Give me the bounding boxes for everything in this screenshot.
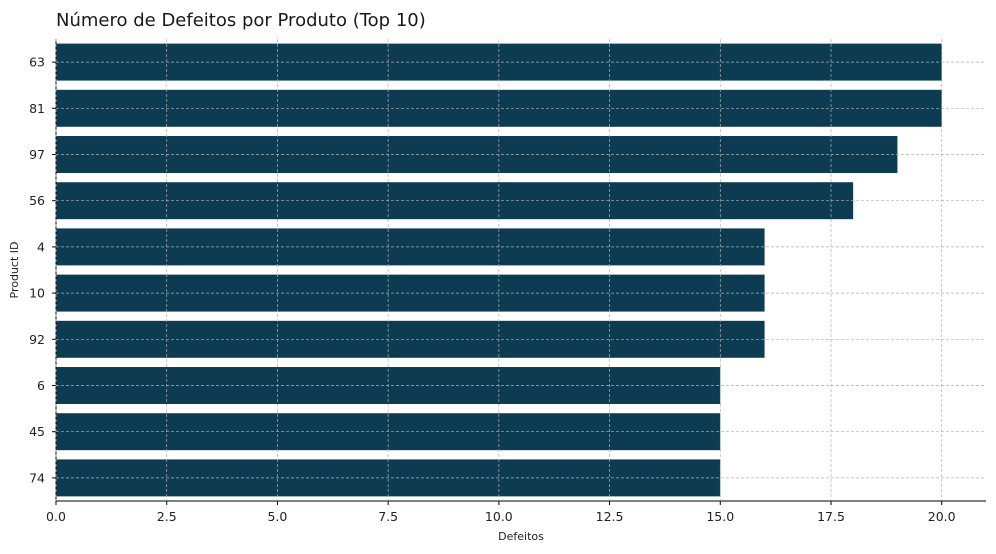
x-tick-label: 12.5	[596, 509, 624, 524]
y-tick-label: 74	[29, 470, 45, 485]
y-tick-label: 56	[29, 193, 45, 208]
x-axis-label: Defeitos	[498, 530, 544, 543]
y-tick-label: 4	[37, 239, 45, 254]
x-axis: 0.0 2.5 5.0 7.5 10.0 12.5 15.0 17.5 20.0	[46, 500, 986, 524]
chart-title: Número de Defeitos por Produto (Top 10)	[56, 10, 426, 31]
y-tick-label: 6	[37, 378, 45, 393]
x-tick-label: 10.0	[485, 509, 513, 524]
x-tick-label: 20.0	[928, 509, 956, 524]
y-tick-label: 97	[29, 147, 45, 162]
x-tick-label: 17.5	[817, 509, 845, 524]
y-tick-label: 63	[29, 55, 45, 70]
x-tick-label: 5.0	[267, 509, 287, 524]
y-tick-label: 45	[29, 424, 45, 439]
x-tick-label: 15.0	[706, 509, 734, 524]
x-tick-label: 0.0	[46, 509, 66, 524]
y-tick-label: 10	[29, 286, 45, 301]
y-tick-label: 81	[29, 101, 45, 116]
grid-lines	[55, 39, 986, 501]
x-tick-label: 2.5	[157, 509, 177, 524]
y-axis: 63 81 97 56 4 10 92 6 45 74	[29, 39, 57, 501]
y-axis-label: Product ID	[8, 242, 21, 299]
x-tick-label: 7.5	[378, 509, 398, 524]
y-tick-label: 92	[29, 332, 45, 347]
